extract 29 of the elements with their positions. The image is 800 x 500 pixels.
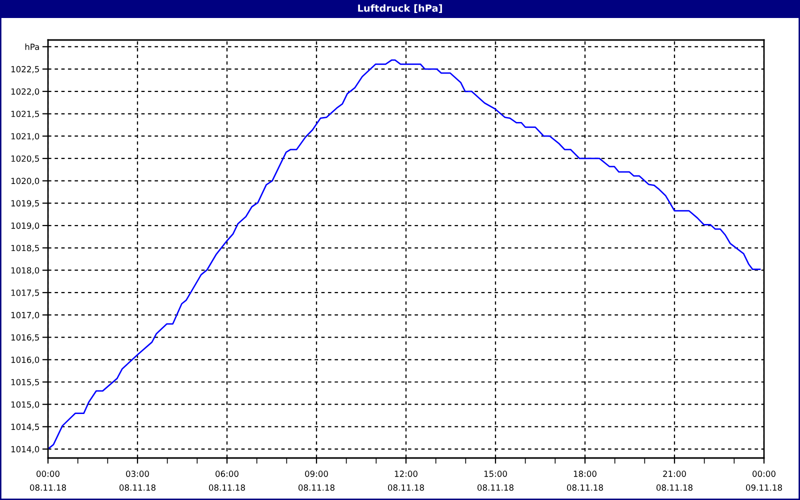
y-tick-label: 1019,5 bbox=[11, 200, 39, 208]
x-tick-label: 12:00 08.11.18 bbox=[388, 470, 424, 491]
y-tick-label: 1020,5 bbox=[11, 155, 39, 163]
y-tick-label: 1019,0 bbox=[11, 222, 40, 230]
x-tick-label: 18:00 08.11.18 bbox=[566, 470, 603, 491]
x-tick-label: 15:00 08.11.18 bbox=[477, 470, 514, 491]
y-tick-label: 1014,5 bbox=[11, 424, 39, 431]
y-tick-label: hPa bbox=[25, 44, 39, 50]
x-tick-label: 00:00 09.11.18 bbox=[746, 470, 782, 491]
x-tick-label: 00:00 08.11.18 bbox=[30, 470, 66, 491]
y-tick-label: 1021,0 bbox=[11, 133, 40, 140]
y-tick-label: 1018,0 bbox=[11, 267, 40, 274]
y-tick-label: 1022,0 bbox=[11, 88, 40, 96]
y-tick-label: 1021,5 bbox=[11, 110, 39, 118]
x-tick-label: 21:00 08.11.18 bbox=[656, 470, 692, 491]
y-tick-label: 1018,5 bbox=[11, 244, 39, 252]
x-tick-label: 03:00 08.11.18 bbox=[119, 470, 156, 491]
y-tick-label: 1020,0 bbox=[11, 178, 40, 185]
y-tick-label: 1016,0 bbox=[11, 356, 40, 364]
x-tick-label: 06:00 08.11.18 bbox=[208, 470, 245, 491]
y-tick-label: 1014,0 bbox=[11, 446, 40, 454]
y-tick-label: 1017,0 bbox=[11, 312, 40, 320]
y-tick-label: 1016,5 bbox=[11, 334, 39, 342]
y-tick-label: 1017,5 bbox=[11, 290, 39, 297]
y-tick-label: 1015,5 bbox=[11, 378, 39, 386]
y-tick-label: 1015,0 bbox=[11, 401, 40, 408]
chart-title: Luftdruck [hPa] bbox=[358, 4, 442, 13]
y-tick-label: 1022,5 bbox=[11, 66, 39, 74]
x-tick-label: 09:00 08.11.18 bbox=[298, 470, 334, 491]
